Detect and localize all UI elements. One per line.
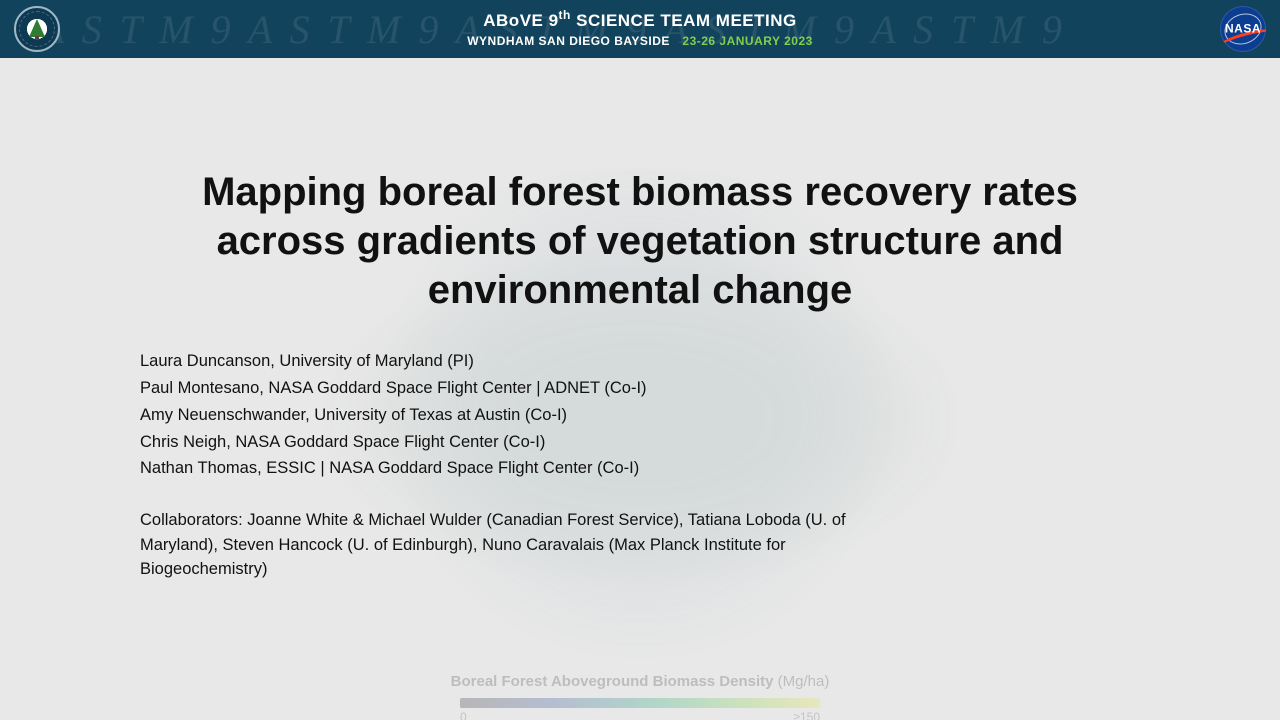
watermark-caption: Boreal Forest Aboveground Biomass Densit…	[451, 673, 830, 690]
header-banner: A S T M 9 A S T M 9 A S T M 9 A S T M 9 …	[0, 0, 1280, 58]
watermark-colorbar-labels: 0 ≥150	[460, 710, 820, 720]
author-line: Paul Montesano, NASA Goddard Space Fligh…	[140, 375, 860, 402]
watermark-scale-min: 0	[460, 710, 467, 720]
banner-subtitle: WYNDHAM SAN DIEGO BAYSIDE 23-26 JANUARY …	[467, 32, 813, 50]
banner-title-prefix: ABoVE 9	[483, 11, 558, 30]
author-list: Laura Duncanson, University of Maryland …	[140, 348, 860, 482]
watermark-scale-max: ≥150	[793, 710, 820, 720]
watermark-caption-main: Boreal Forest Aboveground Biomass Densit…	[451, 673, 774, 690]
slide-title: Mapping boreal forest biomass recovery r…	[140, 168, 1140, 314]
above-logo	[14, 6, 60, 52]
banner-title-ordinal: th	[559, 8, 571, 22]
author-line: Chris Neigh, NASA Goddard Space Flight C…	[140, 429, 860, 456]
banner-title-suffix: SCIENCE TEAM MEETING	[571, 11, 797, 30]
banner-right: NASA	[1220, 6, 1266, 52]
slide-body: Boreal Forest Aboveground Biomass Densit…	[0, 58, 1280, 720]
slide-content: Mapping boreal forest biomass recovery r…	[140, 58, 1140, 582]
watermark-caption-unit: (Mg/ha)	[774, 673, 830, 690]
banner-title: ABoVE 9th SCIENCE TEAM MEETING	[467, 8, 813, 31]
author-line: Nathan Thomas, ESSIC | NASA Goddard Spac…	[140, 455, 860, 482]
watermark-colorbar	[460, 698, 820, 708]
author-line: Amy Neuenschwander, University of Texas …	[140, 402, 860, 429]
tree-icon	[29, 19, 45, 37]
nasa-text: NASA	[1220, 22, 1266, 36]
nasa-logo: NASA	[1220, 6, 1266, 52]
banner-left	[14, 6, 60, 52]
collaborators: Collaborators: Joanne White & Michael Wu…	[140, 508, 860, 582]
banner-location: WYNDHAM SAN DIEGO BAYSIDE	[467, 34, 670, 48]
author-line: Laura Duncanson, University of Maryland …	[140, 348, 860, 375]
banner-center: ABoVE 9th SCIENCE TEAM MEETING WYNDHAM S…	[467, 8, 813, 50]
banner-dates: 23-26 JANUARY 2023	[682, 34, 812, 48]
